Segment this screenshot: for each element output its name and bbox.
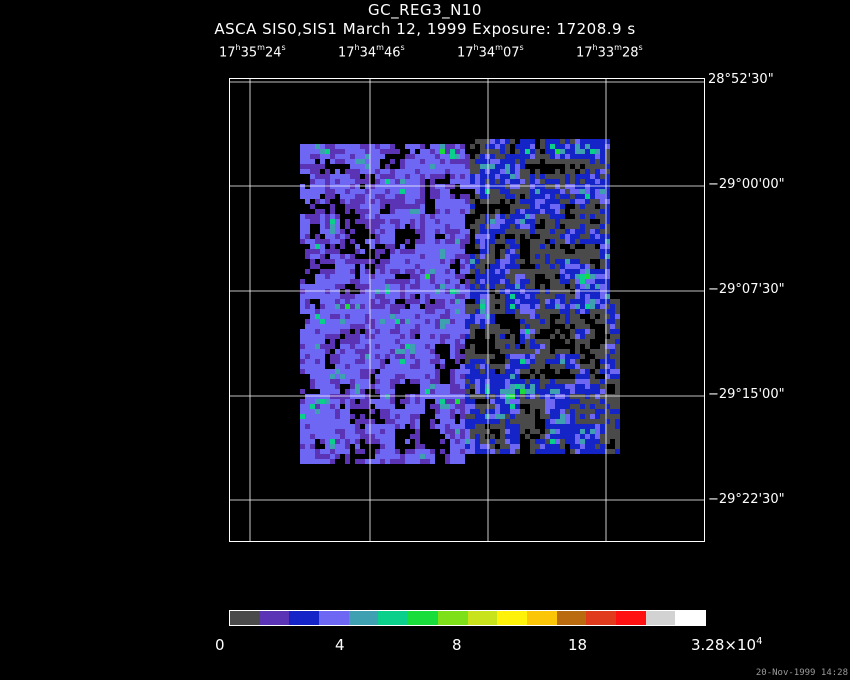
- colorbar-segment: [408, 611, 438, 625]
- dec-label-5: −29°22'30": [708, 492, 785, 507]
- colorbar: [229, 610, 706, 626]
- ra-label-3: 17h34m07s: [457, 43, 524, 61]
- colorbar-segment: [348, 611, 379, 625]
- colorbar-segment: [645, 611, 676, 625]
- dec-label-3: −29°07'30": [708, 282, 785, 297]
- dec-label-1: 28°52'30": [708, 72, 774, 87]
- colorbar-segment: [526, 611, 557, 625]
- colorbar-segment: [319, 611, 349, 625]
- image-subtitle: ASCA SIS0,SIS1 March 12, 1999 Exposure: …: [214, 20, 636, 38]
- colorbar-segment: [437, 611, 468, 625]
- colorbar-label-8: 8: [452, 636, 462, 654]
- ra-label-1: 17h35m24s: [219, 43, 286, 61]
- ra-label-2: 17h34m46s: [338, 43, 405, 61]
- colorbar-segment: [615, 611, 646, 625]
- image-frame: [229, 78, 705, 542]
- ra-label-4: 17h33m28s: [576, 43, 643, 61]
- dec-label-4: −29°15'00": [708, 387, 785, 402]
- colorbar-segment: [556, 611, 587, 625]
- colorbar-segment: [259, 611, 290, 625]
- colorbar-segment: [586, 611, 616, 625]
- colorbar-segment: [497, 611, 527, 625]
- colorbar-segment: [378, 611, 409, 625]
- colorbar-segment: [675, 611, 705, 625]
- colorbar-segment: [230, 611, 260, 625]
- colorbar-segment: [467, 611, 498, 625]
- colorbar-label-18: 18: [568, 636, 588, 654]
- dec-label-2: −29°00'00": [708, 177, 785, 192]
- image-title: GC_REG3_N10: [368, 1, 482, 19]
- colorbar-segment: [289, 611, 320, 625]
- colorbar-label-0: 0: [215, 636, 225, 654]
- colorbar-label-4: 4: [335, 636, 345, 654]
- colorbar-label-max: 3.28×104: [691, 636, 763, 654]
- timestamp: 20-Nov-1999 14:28: [755, 668, 848, 678]
- xray-intensity-map: [230, 79, 704, 541]
